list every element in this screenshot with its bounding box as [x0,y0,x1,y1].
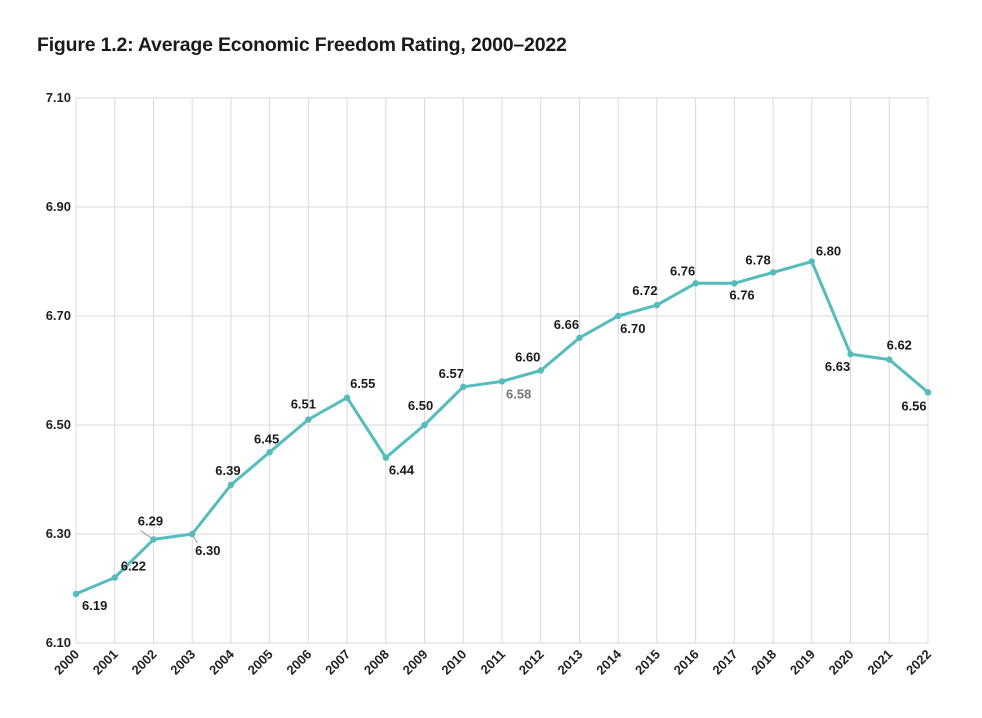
data-point [614,312,622,320]
data-point [886,356,893,363]
x-tick-label: 2018 [748,647,779,678]
data-point [731,280,738,287]
data-point [460,383,467,391]
x-tick-label: 2015 [632,647,663,678]
series-layer [72,258,932,598]
label-leader-line [140,530,154,540]
data-point [382,454,390,461]
data-label: 6.62 [887,338,912,353]
x-tick-label: 2003 [167,647,198,678]
data-label: 6.76 [670,263,695,278]
y-tick-label: 6.10 [46,635,71,650]
data-point [576,334,583,341]
gridlines [75,97,929,644]
data-label: 6.30 [195,543,220,558]
data-label: 6.39 [215,463,240,478]
y-tick-label: 6.70 [46,308,71,323]
data-label: 6.58 [506,386,531,401]
data-label: 6.72 [632,283,657,298]
data-label: 6.56 [901,398,926,413]
data-point [227,481,235,489]
data-point [847,350,854,358]
x-tick-label: 2022 [903,647,934,678]
data-point [924,389,932,396]
data-label: 6.78 [745,252,770,267]
data-point [537,367,544,374]
x-tick-label: 2010 [438,647,469,678]
data-point [808,258,816,265]
data-point [692,280,699,287]
y-tick-label: 6.50 [46,417,71,432]
data-label: 6.76 [729,287,754,302]
x-tick-label: 2016 [671,647,702,678]
data-label: 6.51 [291,397,316,412]
y-tick-label: 7.10 [46,90,71,105]
x-tick-label: 2005 [245,647,276,678]
data-labels: 6.19 6.22 6.29 6.30 6.39 6.45 6.51 6.55 6.44 6.50… [82,244,927,613]
chart-title: Figure 1.2: Average Economic Freedom Rat… [37,34,567,56]
x-tick-label: 2020 [826,647,857,678]
x-tick-label: 2004 [206,646,238,678]
data-label: 6.80 [816,244,841,259]
data-label: 6.29 [138,513,163,528]
x-tick-label: 2017 [709,647,740,678]
data-label: 6.63 [825,359,850,374]
x-tick-label: 2008 [361,647,392,678]
data-point [769,269,777,276]
x-tick-label: 2006 [283,647,314,678]
x-tick-label: 2012 [516,647,547,678]
x-tick-label: 2000 [51,647,82,678]
x-tick-label: 2009 [400,647,431,678]
data-point [305,416,312,423]
x-tick-label: 2001 [90,647,121,678]
data-label: 6.60 [515,350,540,365]
data-label: 6.57 [439,366,464,381]
y-tick-label: 6.30 [46,526,71,541]
data-label: 6.50 [408,398,433,413]
data-label: 6.22 [121,559,146,574]
y-axis-ticks: 6.10 6.30 6.50 6.70 6.90 7.10 [46,90,71,650]
data-label: 6.55 [350,376,375,391]
data-label: 6.70 [620,321,645,336]
x-tick-label: 2013 [555,647,586,678]
data-point [498,378,506,385]
data-point [111,574,118,581]
data-point [653,301,661,309]
x-tick-label: 2011 [478,647,509,678]
x-axis-ticks: 2000 2001 2002 2003 2004 2005 2006 2007 2008 2009… [51,646,934,678]
data-label: 6.19 [82,598,107,613]
data-label: 6.44 [389,463,415,478]
data-point [266,449,273,456]
data-point [421,421,428,429]
data-label: 6.66 [554,317,579,332]
data-label: 6.45 [254,431,279,446]
data-point [343,394,351,401]
x-tick-label: 2021 [864,647,895,678]
y-tick-label: 6.90 [46,199,71,214]
label-leader-line [191,533,198,544]
x-tick-label: 2014 [593,646,625,678]
x-tick-label: 2002 [129,647,160,678]
x-tick-label: 2007 [322,647,353,678]
data-point [72,590,80,598]
x-tick-label: 2019 [787,647,818,678]
